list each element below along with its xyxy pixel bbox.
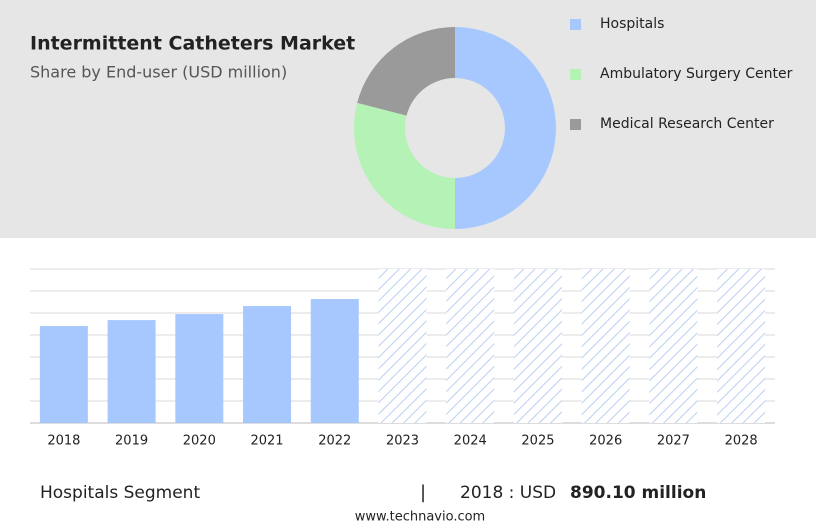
- source: www.technavio.com: [355, 510, 485, 525]
- bar: [39, 326, 88, 423]
- legend-label: Hospitals: [600, 16, 665, 32]
- footer-value: 890.10 million: [570, 483, 706, 503]
- forecast-bar: [717, 269, 766, 423]
- bar: [175, 314, 224, 423]
- bar: [243, 306, 292, 423]
- footer-separator: |: [420, 482, 426, 503]
- x-tick-label: 2021: [250, 434, 283, 449]
- legend-swatch: [570, 119, 581, 130]
- legend-label: Ambulatory Surgery Center: [600, 66, 793, 82]
- footer-segment: Hospitals Segment: [40, 483, 200, 503]
- legend-label: Medical Research Center: [600, 116, 774, 132]
- x-tick-label: 2027: [657, 434, 690, 449]
- x-tick-label: 2020: [183, 434, 216, 449]
- chart-title: Intermittent Catheters Market: [30, 33, 355, 55]
- x-tick-label: 2025: [521, 434, 554, 449]
- forecast-bar: [378, 269, 427, 423]
- x-tick-label: 2018: [47, 434, 80, 449]
- x-tick-label: 2023: [386, 434, 419, 449]
- forecast-bar: [446, 269, 495, 423]
- x-tick-label: 2028: [725, 434, 758, 449]
- legend-swatch: [570, 19, 581, 30]
- x-tick-label: 2024: [454, 434, 487, 449]
- x-tick-label: 2026: [589, 434, 622, 449]
- chart-subtitle: Share by End-user (USD million): [30, 63, 287, 82]
- x-tick-label: 2019: [115, 434, 148, 449]
- bar: [310, 299, 359, 423]
- donut-slice: [455, 27, 556, 229]
- forecast-bar: [581, 269, 630, 423]
- donut-slice: [354, 102, 455, 229]
- footer-year: 2018 : USD: [460, 483, 556, 503]
- forecast-bar: [649, 269, 698, 423]
- legend-swatch: [570, 69, 581, 80]
- bar: [107, 320, 156, 423]
- donut-slice: [357, 27, 455, 116]
- forecast-bar: [513, 269, 562, 423]
- x-tick-label: 2022: [318, 434, 351, 449]
